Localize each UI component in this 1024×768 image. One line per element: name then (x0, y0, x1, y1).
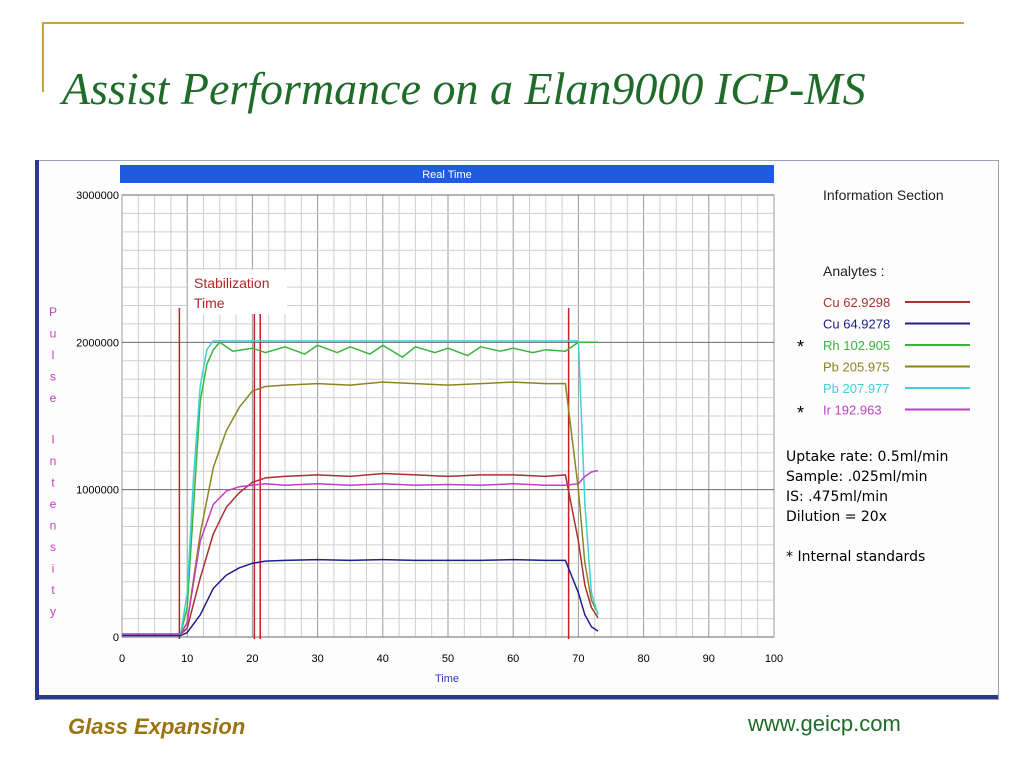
x-tick-label: 10 (181, 653, 193, 665)
y-tick-label: 1000000 (76, 485, 119, 497)
series-line-2 (122, 558, 599, 637)
legend-label-1: Cu 62.9298 (823, 295, 890, 310)
legend-label-3: Rh 102.905 (823, 338, 890, 353)
dilution-text: Dilution = 20x (786, 509, 887, 525)
spacer (786, 527, 948, 547)
stabilization-label-line1: Stabilization (194, 275, 270, 291)
internal-standard-mark-ir: * (797, 403, 804, 423)
legend-label-2: Cu 64.9278 (823, 317, 890, 332)
internal-standard-mark-rh: * (797, 337, 804, 357)
info-section-heading: Information Section (823, 187, 944, 203)
x-axis-label: Time (435, 673, 459, 685)
stabilization-label-box (189, 270, 287, 314)
x-tick-label: 0 (119, 653, 125, 665)
y-axis-label-char: n (50, 519, 57, 533)
x-tick-label: 30 (311, 653, 323, 665)
legend-label-6: Ir 192.963 (823, 403, 882, 418)
y-axis-label-char: P (49, 305, 57, 319)
legend-label-5: Pb 207.977 (823, 381, 890, 396)
axis-ticks: 0 10 20 30 40 50 60 70 80 90 100 0 1000000 2000000 300… (76, 190, 783, 665)
chart-header-bar (120, 165, 774, 183)
panel-bottom-border (35, 695, 998, 699)
y-axis-label-char: l (52, 348, 55, 362)
slide-title: Assist Performance on a Elan9000 ICP-MS (62, 63, 866, 114)
x-tick-label: 60 (507, 653, 519, 665)
x-tick-label: 90 (703, 653, 715, 665)
y-axis-label-char: u (50, 327, 57, 341)
y-axis-label-char: y (50, 605, 56, 619)
y-tick-label: 2000000 (76, 337, 119, 349)
frame-top-line (42, 22, 964, 24)
legend-heading: Analytes : (823, 263, 884, 279)
run-conditions: Uptake rate: 0.5ml/min Sample: .025ml/mi… (786, 447, 948, 567)
legend: Cu 62.9298 Cu 64.9278 Rh 102.905 Pb 205.975… (823, 295, 970, 418)
y-axis-label-char: e (50, 391, 57, 405)
y-axis-label-char: n (50, 454, 57, 468)
series-line-5 (122, 340, 599, 635)
x-tick-label: 40 (377, 653, 389, 665)
y-axis-label-char: I (51, 433, 54, 447)
stabilization-label-line2: Time (194, 295, 225, 311)
y-axis-label-char: t (51, 476, 55, 490)
chart-title: Real Time (422, 169, 472, 181)
series-lines (122, 340, 599, 637)
y-axis-label-char: i (52, 562, 55, 576)
y-axis-label-char: s (50, 540, 56, 554)
y-tick-label: 0 (113, 632, 119, 644)
internal-standards-note: * Internal standards (786, 549, 926, 565)
panel-left-border (35, 160, 39, 700)
legend-label-4: Pb 205.975 (823, 360, 890, 375)
y-tick-label: 3000000 (76, 190, 119, 202)
series-line-4 (122, 381, 599, 635)
is-rate-text: IS: .475ml/min (786, 489, 888, 505)
y-axis-label-char: s (50, 370, 56, 384)
frame-left-line (42, 22, 44, 92)
x-tick-label: 80 (637, 653, 649, 665)
x-tick-label: 70 (572, 653, 584, 665)
grid-lines (121, 194, 775, 638)
y-axis-label-char: t (51, 583, 55, 597)
x-tick-label: 20 (246, 653, 258, 665)
x-tick-label: 100 (765, 653, 783, 665)
series-line-3 (122, 341, 598, 635)
x-tick-label: 50 (442, 653, 454, 665)
footer-company: Glass Expansion (68, 714, 246, 739)
sample-rate-text: Sample: .025ml/min (786, 469, 928, 485)
footer-website-link[interactable]: www.geicp.com (748, 711, 901, 736)
y-axis-label-char: e (50, 497, 57, 511)
series-line-1 (122, 472, 599, 635)
annotation-lines (178, 308, 570, 639)
series-line-6 (122, 469, 599, 635)
uptake-rate-text: Uptake rate: 0.5ml/min (786, 449, 949, 465)
